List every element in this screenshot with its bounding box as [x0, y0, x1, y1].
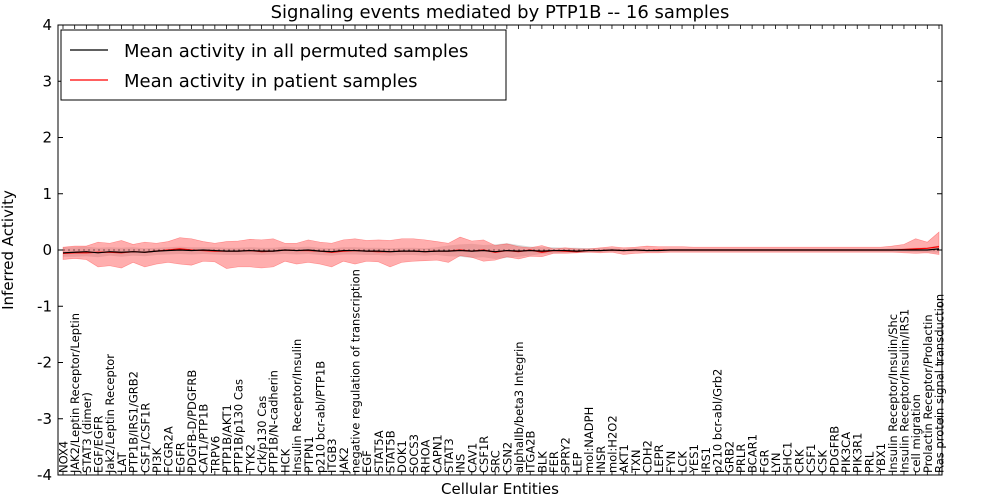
x-tick-label: PIK3CA: [839, 432, 853, 473]
x-tick-label: LAT: [115, 451, 129, 473]
x-tick-label: CSK: [816, 450, 830, 473]
x-tick-label: YBX1: [874, 443, 888, 474]
x-tick-label: ITGB3: [325, 438, 339, 473]
x-tick-label: STAT5B: [384, 430, 398, 473]
chart-title: Signaling events mediated by PTP1B -- 16…: [271, 2, 730, 23]
legend-box: [60, 29, 507, 101]
x-tick-label: negative regulation of transcription: [349, 269, 363, 473]
x-tick-label: mol:H2O2: [605, 415, 619, 473]
y-tick-label: -1: [37, 297, 52, 315]
x-tick-label: Insulin Receptor/Insulin/Shc: [886, 314, 900, 473]
x-tick-label: CAPN1: [430, 434, 444, 473]
x-tick-label: TYK2: [243, 444, 257, 474]
x-tick-label: IRS1: [699, 447, 713, 473]
x-tick-label: EGF: [360, 450, 374, 473]
x-tick-label: ITGA2B: [524, 430, 538, 473]
band-patient: [62, 231, 940, 269]
x-tick-label: PDGFRB: [827, 426, 841, 473]
legend: Mean activity in all permuted samples Me…: [60, 29, 507, 101]
x-tick-label: CAV1: [465, 443, 479, 473]
x-tick-label: STAT5A: [372, 430, 386, 473]
x-tick-label: SHC1: [781, 442, 795, 473]
x-tick-label: INSR: [594, 446, 608, 473]
x-tick-label: CAT1/PTP1B: [197, 404, 211, 473]
x-tick-label: DOK1: [395, 440, 409, 473]
x-tick-label: alphaIIb/beta3 Integrin: [512, 341, 526, 473]
x-tick-label: LCK: [676, 451, 690, 473]
y-tick-label: 3: [42, 72, 52, 90]
x-tick-label: TXN: [629, 449, 643, 474]
y-tick-label: 1: [42, 185, 52, 203]
x-tick-label: TRPV6: [208, 436, 222, 474]
x-tick-label: FGR: [757, 449, 771, 473]
x-tick-label: LYN: [769, 452, 783, 473]
x-tick-label: cell migration: [909, 394, 923, 473]
x-tick-label: PTP1B/IRS1/GRB2: [127, 371, 141, 473]
x-tick-label: SOCS3: [407, 434, 421, 473]
x-tick-label: AKT1: [617, 444, 631, 473]
x-tick-label: JAK2: [337, 447, 351, 474]
x-tick-label: p210 bcr-abl/Grb2: [711, 369, 725, 473]
y-axis-ticks: -4 -3 -2 -1 0 1 2 3 4: [37, 16, 942, 484]
x-tick-label: Insulin Receptor/Insulin/IRS1: [897, 309, 911, 473]
y-tick-label: -2: [37, 354, 52, 372]
x-tick-label: CSN2: [500, 442, 514, 473]
x-tick-label: Jak2/Leptin Receptor: [103, 354, 117, 474]
x-tick-label: PRLR: [734, 444, 748, 473]
legend-label-patient: Mean activity in patient samples: [124, 71, 418, 92]
x-axis-label: Cellular Entities: [441, 480, 559, 498]
series-lines: [58, 246, 942, 254]
y-tick-label: 4: [42, 16, 52, 34]
x-tick-label: SPRY2: [559, 437, 573, 473]
x-tick-label: Insulin Receptor/Insulin: [290, 339, 304, 473]
x-tick-label: BLK: [535, 451, 549, 473]
x-tick-label: EGFR: [173, 442, 187, 473]
x-tick-label: CSF1/CSF1R: [138, 403, 152, 473]
x-tick-label: p210 bcr-abl/PTP1B: [313, 361, 327, 473]
x-tick-label: PDGFB-D/PDGFRB: [185, 370, 199, 473]
y-tick-label: -4: [37, 466, 52, 484]
x-tick-label: FER: [547, 451, 561, 473]
x-tick-label: PTP1B/p130 Cas: [232, 379, 246, 473]
x-tick-label: CSF1: [804, 444, 818, 473]
y-axis-label: Inferred Activity: [0, 190, 17, 310]
x-tick-label: HCK: [278, 448, 292, 473]
x-tick-label: GRB2: [722, 441, 736, 473]
x-tick-label: PIK3R1: [851, 433, 865, 474]
x-tick-label: LEP: [570, 452, 584, 473]
x-tick-label: YES1: [687, 444, 701, 474]
x-tick-label: Prolactin Receptor/Prolactin: [921, 314, 935, 473]
x-tick-label: FYN: [664, 451, 678, 473]
x-tick-label: STAT3: [442, 438, 456, 473]
x-tick-label: PRL: [862, 451, 876, 473]
x-tick-label: CSF1R: [477, 436, 491, 473]
x-tick-label: PTPN1: [302, 436, 316, 473]
y-tick-label: 0: [42, 241, 52, 259]
legend-label-permuted: Mean activity in all permuted samples: [124, 41, 468, 62]
x-tick-label: FCGR2A: [162, 426, 176, 473]
x-tick-label: PI3K: [150, 447, 164, 473]
x-tick-label: LEPR: [652, 444, 666, 473]
x-tick-label: PTP1B/AKT1: [220, 404, 234, 473]
x-tick-label: JAK2/Leptin Receptor/Leptin: [68, 313, 82, 474]
x-tick-label: NOX4: [57, 441, 71, 473]
x-tick-label: CDH2: [641, 440, 655, 473]
y-tick-label: 2: [42, 129, 52, 147]
x-tick-label: INS: [454, 454, 468, 473]
y-tick-label: -3: [37, 410, 52, 428]
x-tick-label: Crk/p130 Cas: [255, 396, 269, 473]
x-tick-label: mol:NADPH: [582, 407, 596, 473]
x-tick-label: BCAR1: [746, 434, 760, 473]
x-tick-label: Ras protein signal transduction: [933, 294, 947, 473]
x-tick-label: SRC: [489, 450, 503, 473]
x-tick-label: CRK: [792, 449, 806, 473]
x-tick-label: STAT3 (dimer): [80, 392, 94, 473]
x-tick-label: PTP1B/N-cadherin: [267, 370, 281, 473]
x-tick-label: EGF/EGFR: [92, 416, 106, 473]
x-tick-label: RHOA: [419, 440, 433, 473]
